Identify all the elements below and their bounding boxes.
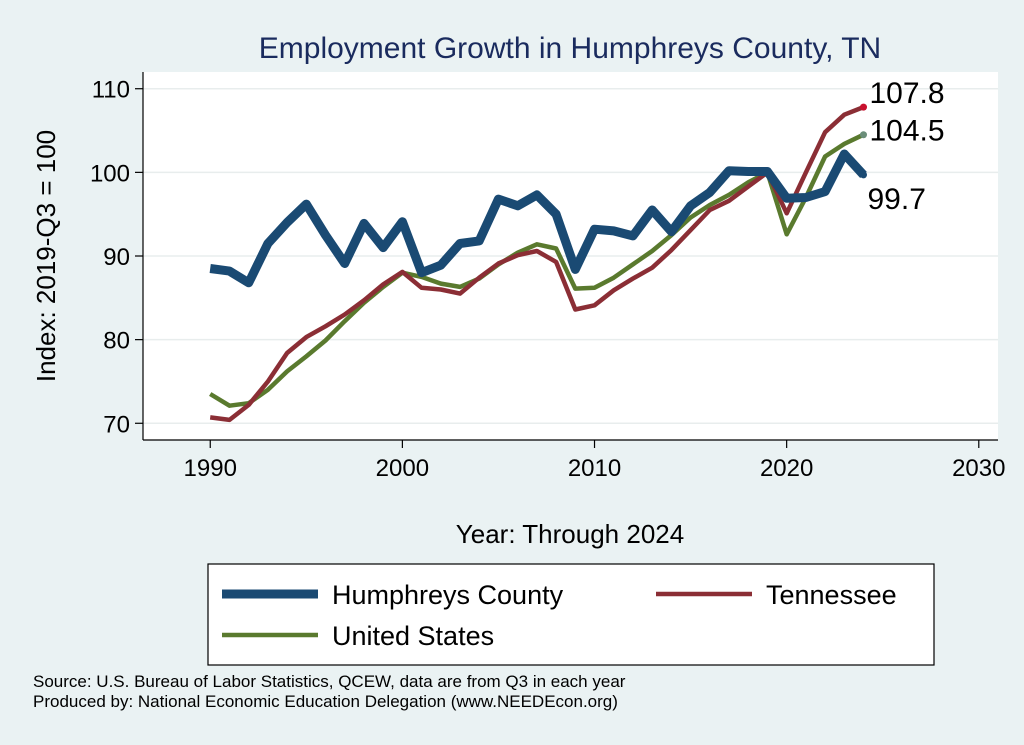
- y-tick-label: 100: [90, 160, 130, 187]
- ticks: 70 80 90 100 110 1990 2000 2010 2020 2030: [90, 77, 1006, 482]
- end-point-3: [860, 131, 868, 139]
- series-lines: [209, 105, 867, 423]
- x-tick-label: 2000: [376, 455, 429, 482]
- y-tick-label: 110: [92, 77, 130, 104]
- source-note: Source: U.S. Bureau of Labor Statistics,…: [33, 672, 626, 691]
- y-axis-title: Index: 2019-Q3 = 100: [31, 130, 61, 382]
- chart-title: Employment Growth in Humphreys County, T…: [259, 32, 881, 65]
- x-tick-label: 2030: [952, 455, 1005, 482]
- end-labels: 99.7 107.8 104.5: [860, 77, 945, 216]
- legend-label-1: Humphreys County: [332, 580, 564, 610]
- x-axis-title: Year: Through 2024: [456, 519, 684, 549]
- legend-label-3: United States: [332, 621, 494, 651]
- legend-box: [207, 563, 935, 666]
- legend-label-2: Tennessee: [766, 580, 897, 610]
- producer-note: Produced by: National Economic Education…: [33, 692, 618, 711]
- end-value-label-1: 99.7: [868, 183, 926, 216]
- series-line-3: [209, 132, 865, 408]
- end-point-2: [860, 103, 868, 111]
- x-tick-label: 1990: [184, 455, 237, 482]
- series-line-1: [209, 149, 867, 288]
- y-tick-label: 70: [103, 411, 130, 438]
- legend: Humphreys County Tennessee United States: [222, 580, 897, 651]
- y-tick-label: 90: [103, 244, 130, 271]
- y-tick-label: 80: [103, 328, 130, 355]
- x-tick-label: 2020: [760, 455, 813, 482]
- x-tick-label: 2010: [568, 455, 621, 482]
- end-point-1: [860, 171, 868, 179]
- end-value-label-2: 107.8: [870, 77, 945, 110]
- end-value-label-3: 104.5: [870, 115, 945, 148]
- series-line-2: [209, 105, 865, 423]
